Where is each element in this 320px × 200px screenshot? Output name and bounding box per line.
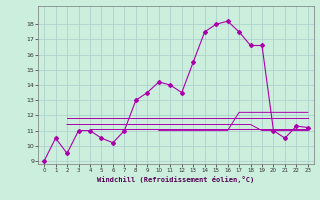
X-axis label: Windchill (Refroidissement éolien,°C): Windchill (Refroidissement éolien,°C) <box>97 176 255 183</box>
